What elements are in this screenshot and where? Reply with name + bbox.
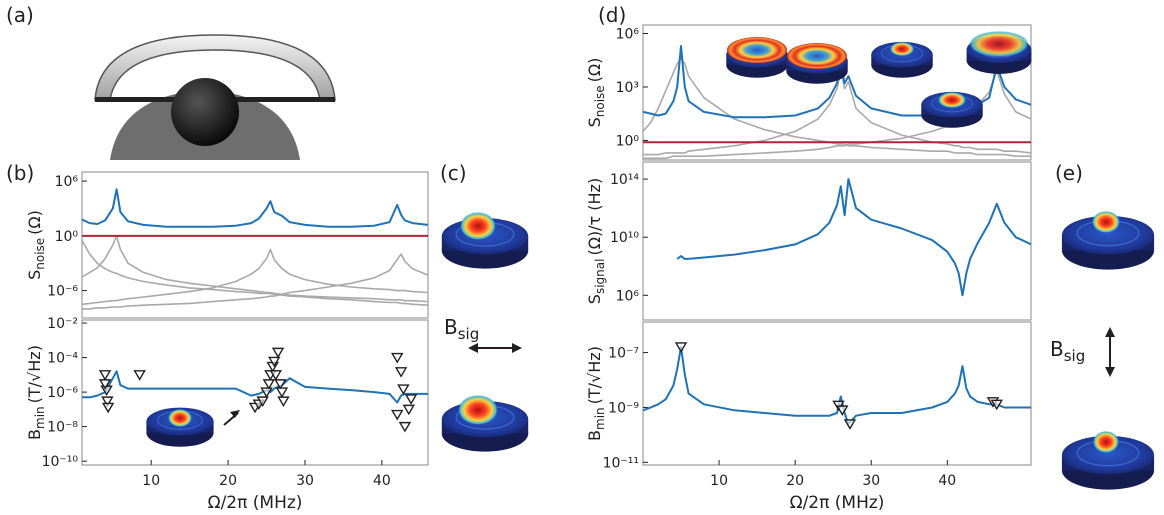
- x-axis-label: Ω/2π (MHz): [790, 493, 885, 513]
- data-line: [82, 370, 428, 404]
- data-marker: [260, 387, 273, 398]
- panel-label: (b): [6, 161, 34, 185]
- data-marker: [990, 399, 1003, 411]
- data-marker: [98, 370, 112, 381]
- x-axis-label: Ω/2π (MHz): [208, 493, 303, 513]
- y-axis-label: Ssignal(Ω)/τ (Hz): [585, 178, 607, 304]
- panel-label: (e): [1055, 161, 1083, 185]
- chart: 10⁻⁷ 10⁻⁹ 10⁻¹¹ 10 20 30 40 Ω/2π (MHz) Bmin(T/√H…: [585, 321, 1032, 513]
- data-marker: [256, 396, 269, 408]
- data-marker: [133, 370, 146, 381]
- y-tick-label: 10⁰: [55, 229, 79, 245]
- mode-inset: [145, 407, 240, 448]
- x-tick-label: 40: [938, 473, 956, 489]
- plot-frame: [642, 321, 1032, 466]
- data-marker: [277, 396, 290, 408]
- y-tick-label: 10⁻⁶: [47, 284, 78, 300]
- y-tick-label: 10⁻⁴: [47, 351, 78, 367]
- plot-area: [82, 370, 428, 404]
- y-tick-label: 10⁶: [55, 174, 79, 190]
- y-tick-label: 10⁰: [616, 133, 640, 149]
- x-tick-label: 30: [296, 473, 314, 489]
- data-line: [82, 253, 428, 310]
- y-tick-label: 10⁻⁹: [608, 400, 639, 416]
- data-marker: [101, 396, 114, 408]
- data-line: [643, 70, 1031, 156]
- y-tick-label: 10⁶: [616, 288, 640, 304]
- plot-frame: [642, 161, 1032, 321]
- plot-area: [676, 178, 1031, 297]
- data-marker: [397, 384, 410, 395]
- panel-label: (d): [598, 3, 626, 27]
- data-line: [643, 346, 1031, 425]
- plot-frame: [81, 171, 429, 319]
- data-marker: [274, 379, 287, 390]
- y-tick-label: 10⁻⁷: [608, 346, 639, 362]
- mode-images-e: [1061, 211, 1155, 491]
- data-marker: [394, 367, 408, 378]
- data-marker: [271, 347, 285, 359]
- data-line: [82, 248, 428, 306]
- x-tick-label: 10: [710, 473, 728, 489]
- data-marker: [391, 409, 404, 421]
- data-line: [676, 178, 1031, 297]
- data-marker: [262, 379, 276, 390]
- data-marker: [402, 404, 416, 416]
- y-tick-label: 10⁻⁸: [47, 420, 78, 436]
- plot-area: [643, 346, 1031, 425]
- y-tick-label: 10⁻¹¹: [603, 455, 639, 471]
- data-marker: [404, 394, 418, 405]
- y-tick-label: 10⁶: [616, 27, 640, 43]
- bsig-label: Bsig: [444, 315, 479, 343]
- x-tick-label: 20: [786, 473, 804, 489]
- y-axis-label: Snoise(Ω): [585, 58, 607, 128]
- panel-label: (c): [440, 161, 467, 185]
- y-tick-label: 10³: [616, 80, 639, 96]
- y-axis-label: Bmin(T/√Hz): [585, 346, 607, 441]
- y-tick-label: 10¹⁰: [610, 230, 639, 246]
- x-tick-label: 30: [862, 473, 880, 489]
- x-tick-label: 40: [373, 473, 391, 489]
- y-tick-label: 10¹⁴: [610, 172, 639, 188]
- data-marker: [101, 402, 115, 414]
- data-marker: [269, 370, 282, 381]
- device-illustration: [94, 34, 336, 160]
- data-marker: [398, 421, 412, 433]
- data-marker: [98, 379, 112, 390]
- data-marker: [267, 356, 281, 368]
- x-tick-label: 20: [219, 473, 237, 489]
- data-marker: [391, 352, 404, 364]
- panel-label: (a): [6, 3, 34, 27]
- data-marker: [843, 419, 857, 430]
- data-marker: [836, 405, 849, 416]
- y-tick-label: 10⁻⁶: [47, 385, 78, 401]
- x-tick-label: 10: [142, 473, 160, 489]
- y-tick-label: 10⁻²: [47, 316, 78, 332]
- data-line: [82, 235, 428, 303]
- mode-insets: [725, 31, 1032, 129]
- data-line: [82, 188, 428, 228]
- mode-images-c: [441, 212, 529, 453]
- chart: 10⁻² 10⁻⁴ 10⁻⁶ 10⁻⁸ 10⁻¹⁰ 10 20 30 40 Ω/2π (MHz) B…: [25, 316, 429, 513]
- y-tick-label: 10⁻¹⁰: [42, 454, 79, 470]
- y-axis-label: Bmin(T/√Hz): [25, 345, 47, 440]
- data-line: [82, 240, 428, 306]
- data-marker: [275, 387, 289, 398]
- y-axis-label: Snoise(Ω): [25, 210, 47, 280]
- plot-area: [82, 188, 428, 310]
- data-marker: [674, 342, 688, 353]
- bsig-label: Bsig: [1050, 337, 1085, 365]
- chart: 10¹⁴ 10¹⁰ 10⁶ Ssignal(Ω)/τ (Hz): [585, 161, 1032, 321]
